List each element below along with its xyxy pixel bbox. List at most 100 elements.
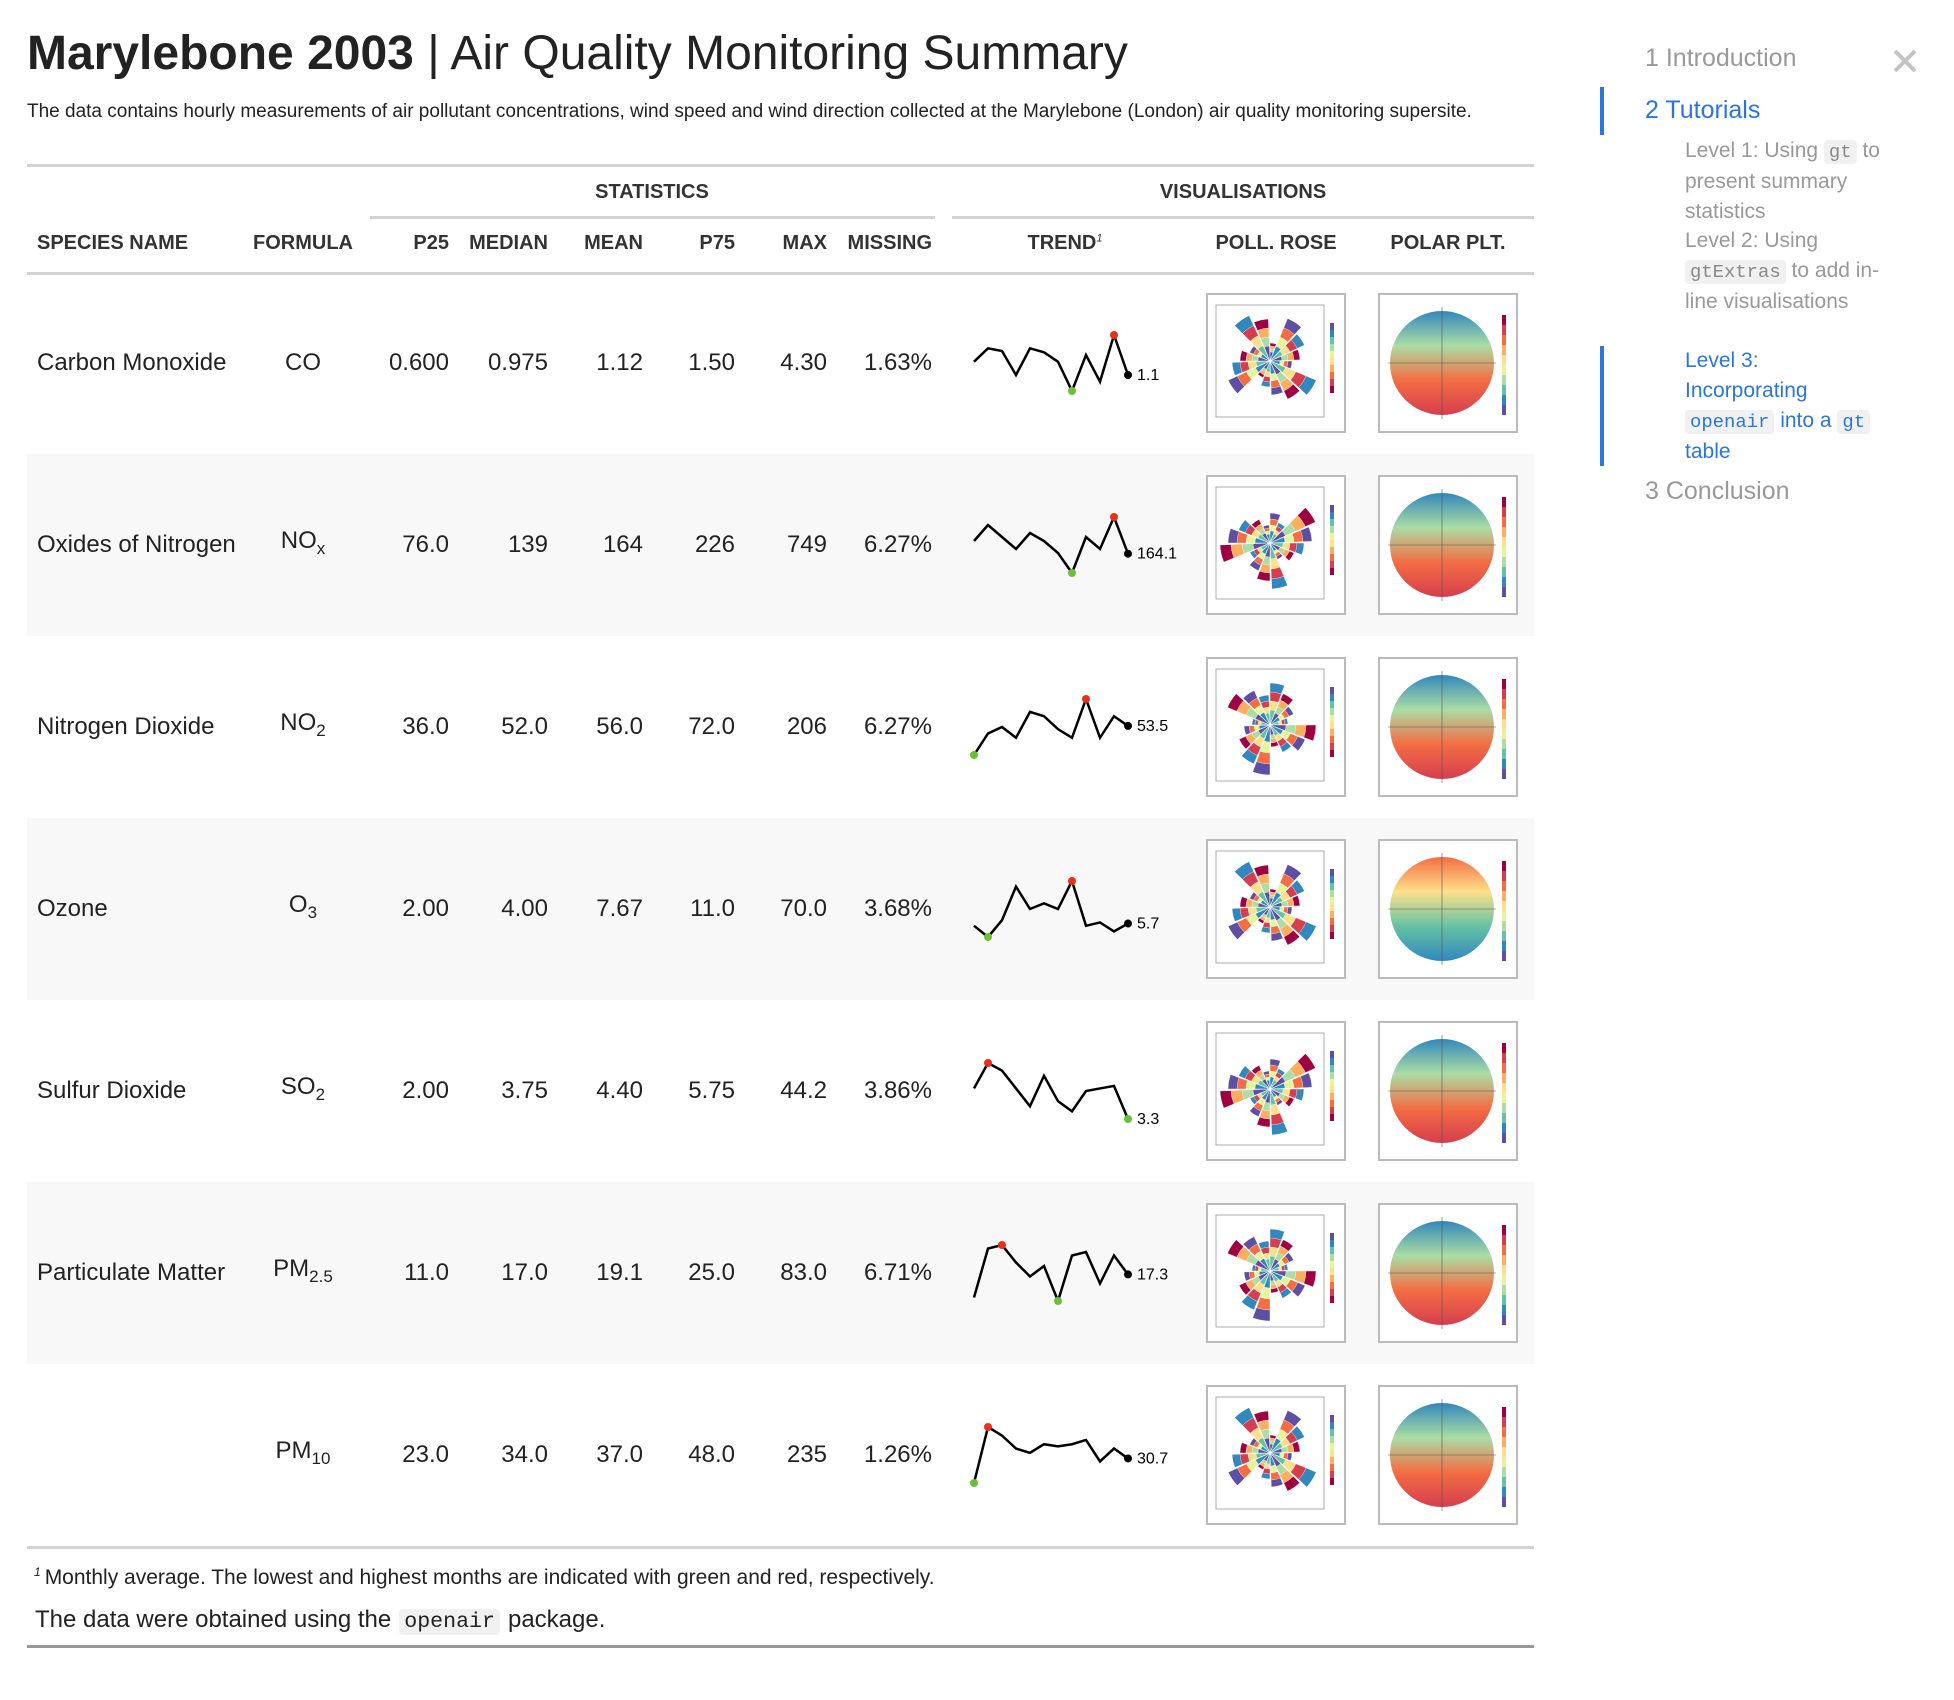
stat-value: 44.2 [677, 1000, 827, 1182]
sparkline: 164.1 [973, 513, 1177, 577]
toc-item[interactable]: 1 Introduction [1645, 44, 1797, 72]
stat-value: 0.975 [398, 272, 548, 454]
stat-text: 25.0 [688, 1259, 735, 1286]
formula-base: NO [280, 709, 317, 737]
stat-text: 3.86% [863, 1077, 932, 1104]
formula: CO [223, 272, 383, 454]
toc-subitem[interactable]: Level 1: Using gt to present summary sta… [1685, 136, 1885, 227]
trend-min [1054, 1297, 1062, 1305]
stat-text: 226 [694, 531, 735, 558]
formula-sub: 2 [315, 1084, 326, 1104]
formula-sub: 10 [311, 1448, 331, 1468]
species-name: Carbon Monoxide [37, 272, 237, 454]
species-text: Ozone [37, 895, 108, 922]
stat-value: 2.00 [299, 818, 449, 1000]
trend-line [972, 695, 1129, 756]
formula-base: CO [285, 349, 321, 376]
species-text: Sulfur Dioxide [37, 1077, 187, 1104]
trend-max [1068, 877, 1076, 885]
code-text: openair [1685, 410, 1775, 434]
formula-sub: 3 [307, 902, 318, 922]
formula-text: PM10 [276, 1434, 331, 1476]
stat-text: 164 [602, 531, 643, 558]
sparkline: 3.3 [972, 1059, 1159, 1128]
species-name: Nitrogen Dioxide [37, 636, 237, 818]
column-header: POLAR PLT. [1390, 232, 1506, 254]
stat-text: 34.0 [501, 1441, 548, 1468]
trend-last [1124, 721, 1132, 730]
trend-end-label: 17.3 [1137, 1266, 1168, 1283]
trend-last [1124, 1454, 1132, 1463]
source-text: The data were obtained using the [35, 1606, 392, 1633]
stat-text: 37.0 [596, 1441, 643, 1468]
species-name: Particulate Matter [37, 1182, 237, 1364]
polar-plot-image [1378, 657, 1518, 797]
formula-text: SO2 [281, 1070, 325, 1112]
pollution-rose-image [1206, 839, 1346, 979]
stat-text: 19.1 [596, 1259, 643, 1286]
stat-value: 76.0 [299, 454, 449, 636]
stat-value: 36.0 [299, 636, 449, 818]
stat-text: 6.71% [863, 1259, 932, 1286]
toc-subitem[interactable]: Level 2: Using gtExtras to add in-line v… [1685, 226, 1885, 317]
formula-sub: x [316, 538, 326, 558]
stat-text: 1.12 [596, 349, 643, 376]
stat-text: 2.00 [402, 895, 449, 922]
species-text: Particulate Matter [37, 1259, 226, 1286]
trend-line [972, 1243, 1130, 1305]
sparkline: 1.1 [973, 330, 1159, 395]
pollution-rose-image [1206, 293, 1346, 433]
stat-value: 1.12 [493, 272, 643, 454]
close-button[interactable] [1892, 48, 1918, 74]
formula-base: NO [280, 527, 317, 555]
trend-last [1124, 549, 1132, 558]
stat-value: 72.0 [585, 636, 735, 818]
stat-value: 34.0 [398, 1364, 548, 1546]
stat-text: 36.0 [402, 713, 449, 740]
stat-text: 5.75 [688, 1077, 735, 1104]
stat-text: 1.63% [863, 349, 932, 376]
toc-item[interactable]: 2 Tutorials [1645, 96, 1761, 124]
trend-line [972, 1061, 1130, 1120]
formula-base: PM [275, 1437, 312, 1465]
species-text: Oxides of Nitrogen [37, 531, 236, 558]
formula-text: O3 [289, 888, 317, 930]
stat-value: 3.75 [398, 1000, 548, 1182]
stat-text: 4.00 [501, 895, 548, 922]
formula: SO2 [223, 1000, 383, 1182]
toc-active-bar [1600, 87, 1604, 135]
toc-text: to present summary statistics [1685, 139, 1880, 223]
pollution-rose-image [1206, 475, 1346, 615]
toc-subitem[interactable]: Level 3: Incorporating openair into a gt… [1685, 346, 1885, 467]
code-text: openair [399, 1609, 500, 1635]
column-header: MEAN [584, 232, 643, 254]
trend-min [970, 751, 978, 759]
trend-min [1068, 387, 1076, 395]
stat-text: 3.68% [863, 895, 932, 922]
formula: PM10 [223, 1364, 383, 1546]
pollution-rose-image [1206, 1021, 1346, 1161]
stat-value: 70.0 [677, 818, 827, 1000]
trend-end-label: 1.1 [1137, 367, 1159, 384]
stat-text: 0.600 [388, 349, 449, 376]
rule [27, 164, 1534, 167]
formula-text: CO [285, 346, 321, 380]
stat-value: 3.68% [782, 818, 932, 1000]
formula-sub: 2 [316, 720, 326, 740]
formula-base: O [288, 891, 308, 919]
trend-end-label: 5.7 [1137, 916, 1159, 933]
toc-text: to add in-line visualisations [1685, 259, 1880, 313]
stat-text: 2.00 [402, 1077, 449, 1104]
stat-value: 749 [677, 454, 827, 636]
column-header: P75 [699, 232, 735, 254]
stat-value: 0.600 [299, 272, 449, 454]
toc-item[interactable]: 3 Conclusion [1645, 477, 1790, 505]
stat-value: 25.0 [585, 1182, 735, 1364]
formula: O3 [223, 818, 383, 1000]
trend-max [998, 1241, 1006, 1249]
pollution-rose-image [1206, 657, 1346, 797]
stat-text: 0.975 [487, 349, 548, 376]
stat-value: 37.0 [493, 1364, 643, 1546]
species-text: Nitrogen Dioxide [37, 713, 215, 740]
sparkline: 30.7 [970, 1423, 1168, 1487]
